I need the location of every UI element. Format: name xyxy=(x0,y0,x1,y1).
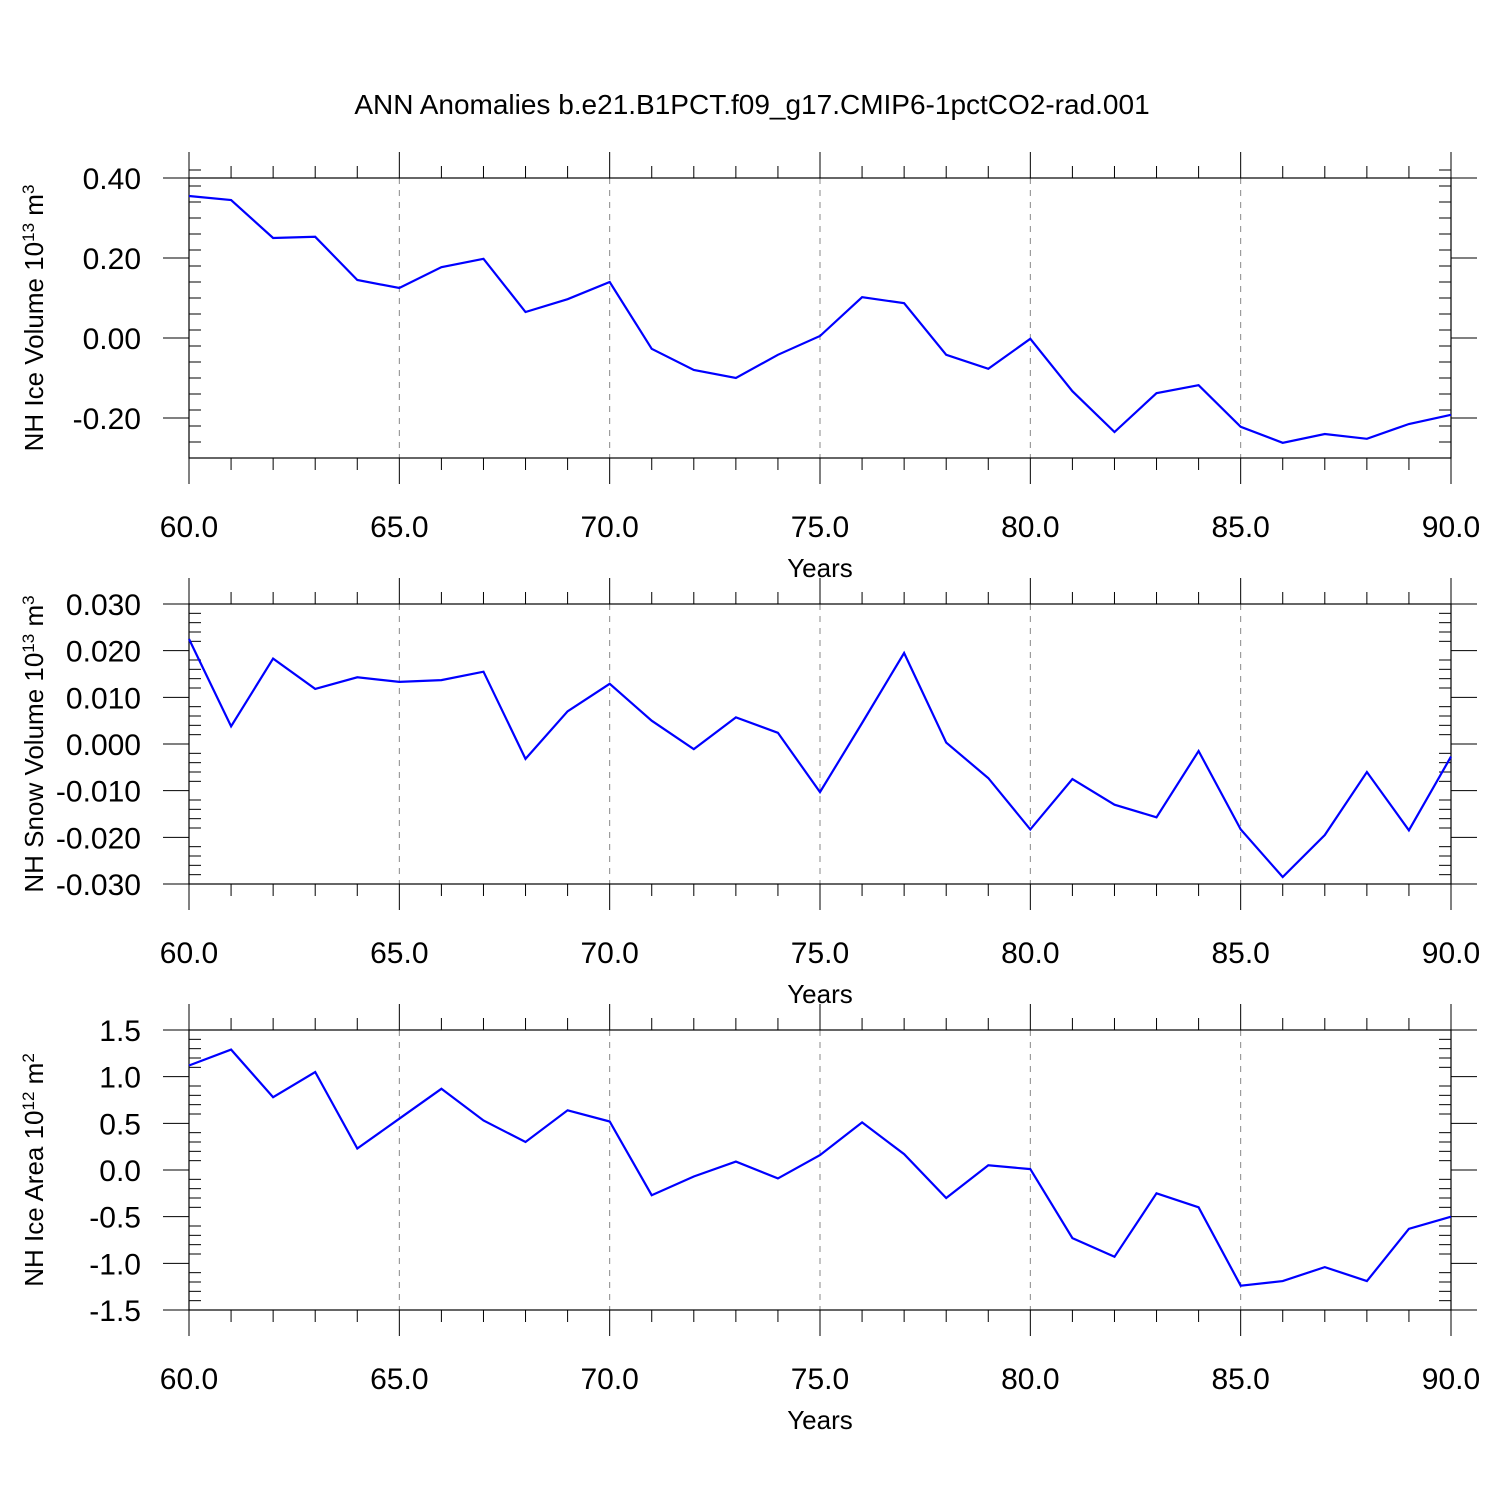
y-axis-label-sup: 13 xyxy=(19,223,38,242)
y-tick-label: 0.010 xyxy=(66,682,141,715)
y-tick-label: 0.000 xyxy=(66,729,141,762)
panel-2: 60.0 65.0 70.0 75.0 80.0 85.0 90.0 0.030 0.020 0.… xyxy=(19,578,1480,1009)
y-axis-label: NH Ice Area 1012 m2 xyxy=(19,1053,50,1287)
y-tick-label: 0.40 xyxy=(83,163,141,196)
y-tick-label: -0.5 xyxy=(89,1202,141,1235)
y-axis-label-sup: 12 xyxy=(19,1092,38,1111)
y-axis-label: NH Snow Volume 1013 m3 xyxy=(19,595,50,892)
x-axis-label: Years xyxy=(787,1405,853,1435)
x-tick-label: 90.0 xyxy=(1422,937,1480,970)
y-tick-label: 0.020 xyxy=(66,636,141,669)
x-tick-label: 60.0 xyxy=(160,937,218,970)
x-tick-label: 60.0 xyxy=(160,1363,218,1396)
y-tick-label: 0.20 xyxy=(83,243,141,276)
y-axis-label-unit-sup: 3 xyxy=(19,185,38,194)
y-tick-label: 0.5 xyxy=(99,1108,141,1141)
series-line xyxy=(188,1048,1452,1287)
y-axis-label-unit: m xyxy=(19,1063,49,1092)
x-tick-label: 90.0 xyxy=(1422,1363,1480,1396)
x-tick-label: 65.0 xyxy=(370,511,428,544)
x-tick-label: 65.0 xyxy=(370,937,428,970)
y-tick-label: 0.00 xyxy=(83,323,141,356)
series-line xyxy=(188,194,1452,444)
panel-1: 60.0 65.0 70.0 75.0 80.0 85.0 90.0 0.40 0.20 0.00… xyxy=(19,152,1480,583)
x-tick-label: 60.0 xyxy=(160,511,218,544)
y-tick-label: -0.010 xyxy=(56,776,141,809)
y-tick-label: -0.20 xyxy=(73,403,141,436)
y-axis-label-sup: 13 xyxy=(19,634,38,653)
y-axis-label-unit-sup: 3 xyxy=(19,595,38,604)
y-tick-label: 0.030 xyxy=(66,589,141,622)
y-tick-label: -1.0 xyxy=(89,1248,141,1281)
y-tick-label: 0.0 xyxy=(99,1155,141,1188)
x-tick-label: 70.0 xyxy=(580,1363,638,1396)
x-tick-label: 75.0 xyxy=(791,511,849,544)
y-tick-label: -1.5 xyxy=(89,1295,141,1328)
y-axis-label-unit: m xyxy=(19,194,49,223)
x-tick-label: 70.0 xyxy=(580,937,638,970)
x-tick-label: 80.0 xyxy=(1001,937,1059,970)
x-tick-label: 85.0 xyxy=(1211,511,1269,544)
panel-3: 60.0 65.0 70.0 75.0 80.0 85.0 90.0 1.5 1.0 0.5 0.0… xyxy=(19,1004,1480,1435)
y-tick-label: 1.5 xyxy=(99,1015,141,1048)
x-tick-label: 90.0 xyxy=(1422,511,1480,544)
y-tick-label: 1.0 xyxy=(99,1062,141,1095)
series-line xyxy=(188,638,1452,879)
y-tick-label: -0.020 xyxy=(56,822,141,855)
panels: 60.0 65.0 70.0 75.0 80.0 85.0 90.00.400.200.00… xyxy=(19,152,1480,1435)
x-tick-label: 65.0 xyxy=(370,1363,428,1396)
x-tick-label: 70.0 xyxy=(580,511,638,544)
x-tick-label: 80.0 xyxy=(1001,1363,1059,1396)
x-tick-label: 75.0 xyxy=(791,1363,849,1396)
x-tick-label: 85.0 xyxy=(1211,937,1269,970)
x-tick-label: 75.0 xyxy=(791,937,849,970)
y-axis-label-text: NH Ice Volume 10 xyxy=(19,242,49,452)
y-axis-label: NH Ice Volume 1013 m3 xyxy=(19,185,50,452)
y-axis-label-text: NH Snow Volume 10 xyxy=(19,653,49,893)
chart-title: ANN Anomalies b.e21.B1PCT.f09_g17.CMIP6-… xyxy=(354,89,1149,120)
x-tick-label: 80.0 xyxy=(1001,511,1059,544)
y-axis-label-text: NH Ice Area 10 xyxy=(19,1110,49,1286)
y-tick-label: -0.030 xyxy=(56,869,141,902)
y-axis-label-unit-sup: 2 xyxy=(19,1053,38,1062)
y-axis-label-unit: m xyxy=(19,605,49,634)
x-tick-label: 85.0 xyxy=(1211,1363,1269,1396)
